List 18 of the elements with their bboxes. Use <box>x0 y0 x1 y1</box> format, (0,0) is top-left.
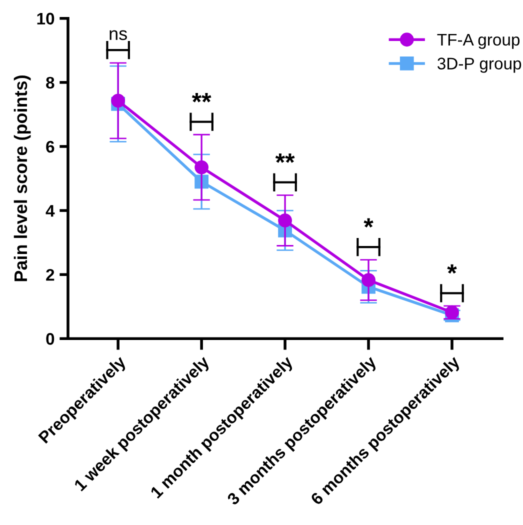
y-tick-label: 0 <box>46 333 54 345</box>
point <box>111 94 126 108</box>
annotation: ** <box>192 93 212 102</box>
y-tick-label: 10 <box>37 12 54 25</box>
y-tick-label: 2 <box>46 268 54 281</box>
annotation: * <box>364 218 374 228</box>
legend-label: TF-A group <box>437 34 520 49</box>
legend-label: 3D-P group <box>438 58 522 73</box>
point <box>278 214 292 228</box>
y-tick-label: 6 <box>46 140 54 153</box>
annotation: * <box>447 264 457 274</box>
y-tick-label: 8 <box>46 76 54 89</box>
annotation: ** <box>275 154 295 163</box>
point <box>362 273 376 287</box>
y-axis-title: Pain level score (points) <box>14 76 31 282</box>
annotation: ns <box>110 30 127 40</box>
y-tick-label: 4 <box>46 205 55 217</box>
point <box>194 160 208 174</box>
